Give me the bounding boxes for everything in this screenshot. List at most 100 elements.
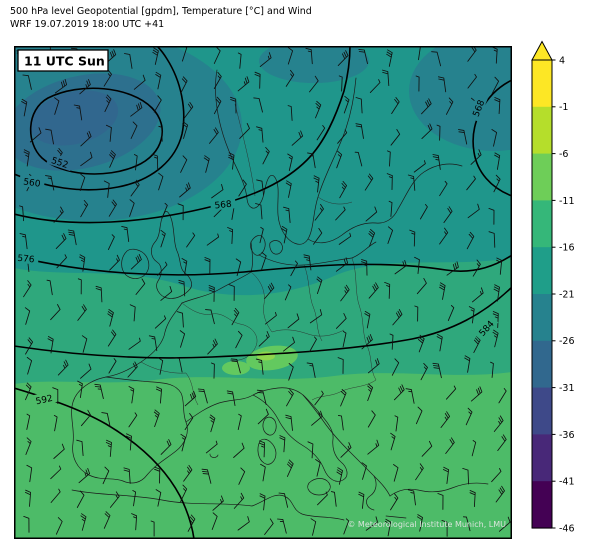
- wind-barb: [315, 459, 321, 477]
- wind-barb: [391, 358, 400, 376]
- wind-barb: [439, 180, 448, 197]
- colorbar-segment: [532, 247, 552, 295]
- wind-barb: [130, 101, 143, 117]
- wind-barb: [181, 258, 188, 276]
- wind-barb: [494, 97, 501, 115]
- colorbar-tick-label: -11: [559, 196, 575, 207]
- colorbar-tick-label: -1: [559, 102, 568, 113]
- wind-barb: [237, 76, 250, 92]
- wind-barb: [290, 260, 298, 277]
- wind-barb: [80, 513, 87, 531]
- wind-barb: [284, 284, 292, 301]
- map-area: 552 560 568 568 576 584 592 © Meteorological I…: [14, 46, 512, 539]
- wind-barb: [26, 464, 33, 483]
- wind-barb: [105, 124, 112, 142]
- contour-568: [14, 46, 351, 224]
- wind-barb: [26, 413, 31, 430]
- wind-barb: [358, 48, 368, 65]
- wind-barb: [108, 199, 117, 217]
- wind-barb: [180, 76, 188, 94]
- colorbar-segment: [532, 294, 552, 342]
- temperature-field: [14, 46, 512, 539]
- wind-barb: [230, 358, 241, 374]
- colorbar-tick-label: -46: [559, 523, 575, 534]
- wind-barb: [313, 175, 320, 193]
- wind-barb: [57, 359, 69, 376]
- contour-label: 568: [209, 196, 237, 211]
- wind-barb: [25, 382, 32, 401]
- wind-barb: [447, 305, 455, 322]
- contour-576: [14, 254, 512, 276]
- wind-barb: [25, 437, 32, 455]
- wind-barb: [79, 79, 91, 95]
- wind-barb: [421, 98, 432, 115]
- wind-barb: [103, 180, 110, 198]
- wind-barb: [367, 383, 374, 402]
- wind-barb: [340, 442, 352, 458]
- figure-title: 500 hPa level Geopotential [gpdm], Tempe…: [10, 6, 312, 17]
- wind-barb: [253, 97, 263, 113]
- wind-barb: [158, 172, 164, 191]
- wind-barb: [416, 277, 427, 295]
- wind-barb: [443, 206, 453, 224]
- wind-barb: [493, 174, 501, 193]
- wind-barb: [256, 126, 264, 143]
- wind-barb: [394, 259, 407, 275]
- wind-barb: [206, 233, 220, 246]
- wind-barb: [211, 512, 218, 530]
- wind-barb: [462, 467, 470, 485]
- wind-barb: [336, 467, 343, 485]
- wind-barb: [432, 154, 441, 170]
- wind-barb: [287, 313, 300, 329]
- wind-barb: [135, 278, 146, 295]
- colorbar-segment: [532, 153, 552, 201]
- wind-barb: [123, 467, 131, 484]
- wind-barb: [54, 78, 68, 94]
- wind-barb: [210, 362, 215, 379]
- wind-barb: [393, 384, 405, 401]
- wind-barb: [337, 414, 344, 431]
- wind-barb: [179, 182, 191, 198]
- wind-barb: [409, 229, 416, 247]
- wind-barb: [340, 284, 350, 302]
- wind-barb: [364, 310, 371, 329]
- wind-barb: [493, 415, 504, 432]
- wind-barb: [259, 493, 266, 511]
- wind-barb: [127, 361, 138, 378]
- wind-barb: [255, 358, 264, 375]
- wind-barb: [183, 464, 193, 482]
- colorbar-canvas: 4 -1 -6 -11 -16 -21 -26 -31 -36 -41 -46: [531, 40, 575, 534]
- colorbar-tick-label: -36: [559, 430, 575, 441]
- wind-barb: [314, 203, 324, 221]
- wind-barb: [24, 307, 31, 325]
- wind-barb: [415, 75, 420, 92]
- wind-barbs: [16, 46, 511, 537]
- wind-barb: [160, 439, 172, 455]
- wind-barb: [439, 282, 446, 300]
- wind-barb: [315, 100, 322, 119]
- wind-barb: [182, 121, 189, 139]
- wind-barb: [24, 489, 32, 507]
- wind-barb: [336, 150, 343, 169]
- wind-barb: [338, 75, 343, 92]
- wind-barb: [488, 207, 495, 225]
- wind-barb: [432, 362, 442, 379]
- wind-barb: [442, 466, 450, 485]
- wind-barb: [306, 362, 316, 378]
- wind-barb: [80, 151, 93, 167]
- wind-barb: [413, 160, 426, 173]
- wind-barb: [207, 338, 218, 355]
- wind-barb: [133, 74, 146, 90]
- wind-barb: [237, 413, 242, 431]
- wind-barb: [153, 95, 162, 113]
- wind-barb: [233, 442, 245, 458]
- wind-barb: [47, 336, 54, 354]
- wind-barb: [23, 149, 30, 167]
- colorbar-segment: [532, 481, 552, 529]
- wind-barb: [19, 205, 25, 222]
- wind-barb: [287, 46, 294, 65]
- wind-barb: [468, 306, 475, 324]
- wind-barb: [286, 459, 294, 477]
- wind-barb: [154, 466, 161, 484]
- wind-barb: [471, 440, 477, 457]
